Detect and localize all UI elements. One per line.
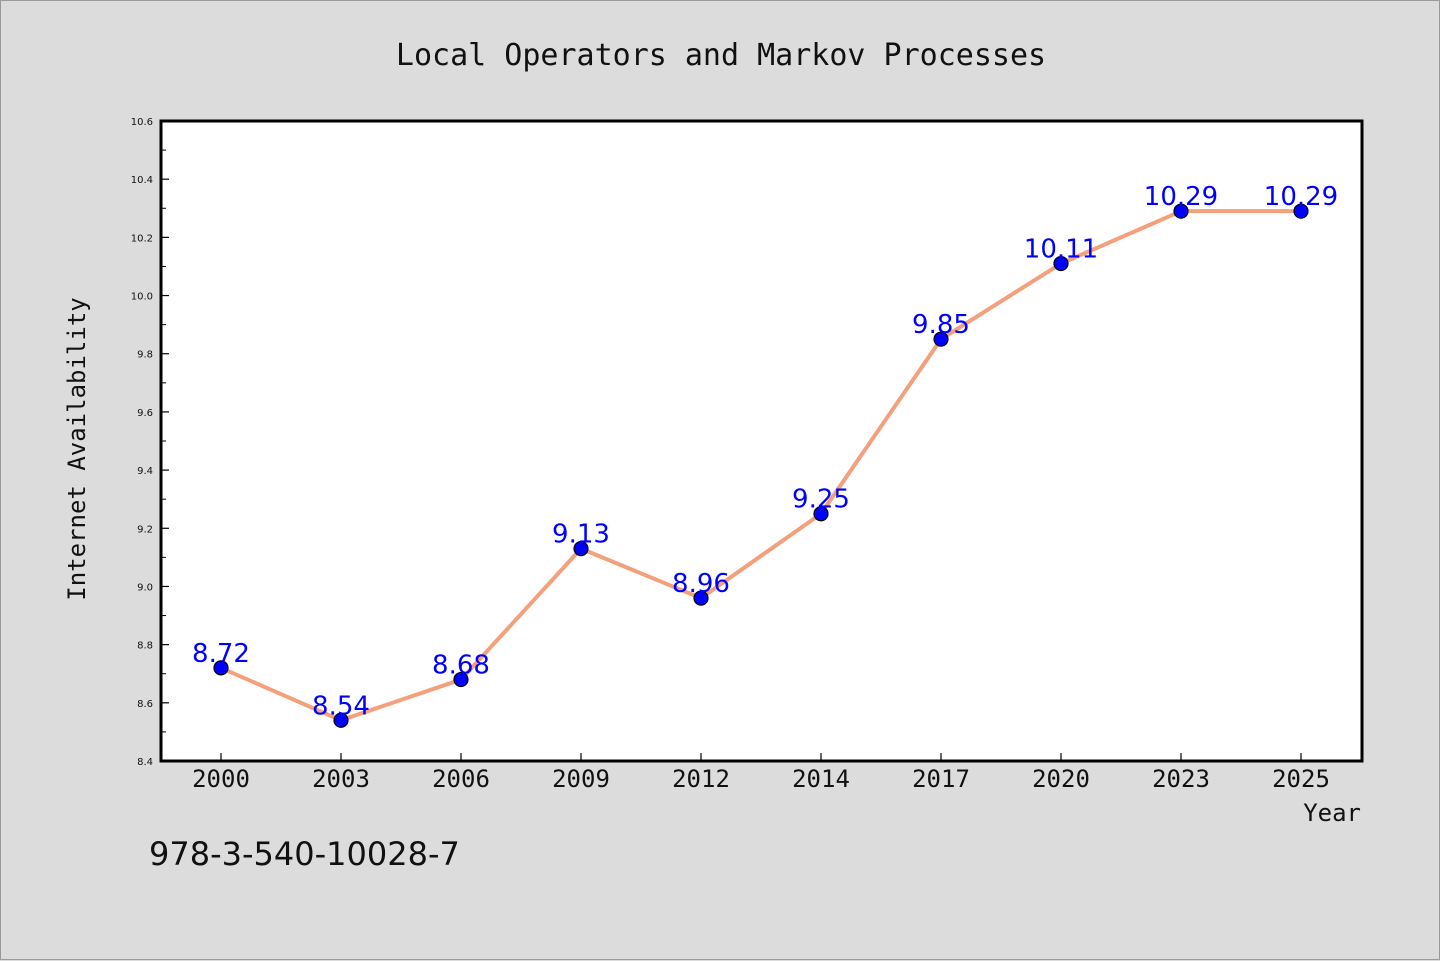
data-label: 10.11 — [1024, 235, 1098, 265]
y-tick-label: 10.4 — [131, 175, 153, 186]
y-axis-ticks — [161, 120, 169, 762]
data-labels: 8.72 8.54 8.68 9.13 8.96 9.25 9.85 10.11 10.29 10… — [192, 182, 1338, 721]
y-tick-label: 9.8 — [137, 350, 153, 361]
y-tick-label: 9.4 — [137, 466, 153, 477]
isbn-text: 978-3-540-10028-7 — [149, 835, 460, 873]
x-axis-tick-labels: 2000 2003 2006 2009 2012 2014 2017 2020 2023 2025 — [192, 765, 1330, 793]
data-label: 8.96 — [672, 569, 730, 599]
data-label: 9.85 — [912, 310, 970, 340]
y-tick-label: 9.2 — [137, 524, 153, 535]
data-label: 9.13 — [552, 520, 610, 550]
data-label: 8.68 — [432, 651, 490, 681]
y-axis-tick-labels: 8.4 8.6 8.8 9.0 9.2 9.4 9.6 9.8 10.0 10.2 10.4 10.6 — [131, 117, 153, 768]
data-point — [213, 660, 229, 676]
y-tick-label: 8.4 — [137, 757, 153, 768]
x-axis-ticks — [220, 753, 1302, 761]
x-tick-label: 2017 — [912, 765, 970, 793]
x-axis-label: Year — [1303, 799, 1361, 827]
x-tick-label: 2003 — [312, 765, 370, 793]
data-point — [1053, 255, 1069, 272]
y-tick-label: 8.8 — [137, 641, 153, 652]
x-tick-label: 2020 — [1032, 765, 1090, 793]
chart-title: Local Operators and Markov Processes — [396, 38, 1046, 73]
data-point — [1293, 203, 1309, 219]
x-tick-label: 2023 — [1152, 765, 1210, 793]
data-point — [1173, 203, 1189, 219]
data-point — [933, 331, 949, 347]
y-tick-label: 10.6 — [131, 117, 153, 128]
data-label: 8.72 — [192, 639, 250, 669]
y-tick-label: 10.2 — [131, 233, 153, 244]
data-label: 8.54 — [312, 691, 370, 721]
data-point — [573, 541, 589, 557]
plot-area — [159, 119, 1364, 763]
series-line — [219, 209, 1303, 723]
data-point — [813, 506, 829, 522]
y-tick-label: 8.6 — [137, 699, 153, 710]
data-label: 9.25 — [792, 485, 850, 515]
data-label: 10.29 — [1144, 182, 1218, 212]
x-tick-label: 2025 — [1272, 765, 1330, 793]
y-tick-label: 10.0 — [131, 292, 153, 303]
x-tick-label: 2000 — [192, 765, 250, 793]
y-tick-label: 9.0 — [137, 582, 153, 593]
x-tick-label: 2012 — [672, 765, 730, 793]
data-label: 10.29 — [1264, 182, 1338, 212]
data-point — [693, 590, 709, 606]
x-tick-label: 2009 — [552, 765, 610, 793]
series — [213, 203, 1309, 728]
y-axis-label: Internet Availability — [63, 297, 91, 600]
y-tick-label: 9.6 — [137, 408, 153, 419]
data-point — [333, 712, 349, 728]
x-tick-label: 2006 — [432, 765, 490, 793]
x-tick-label: 2014 — [792, 765, 850, 793]
data-point — [453, 671, 469, 688]
